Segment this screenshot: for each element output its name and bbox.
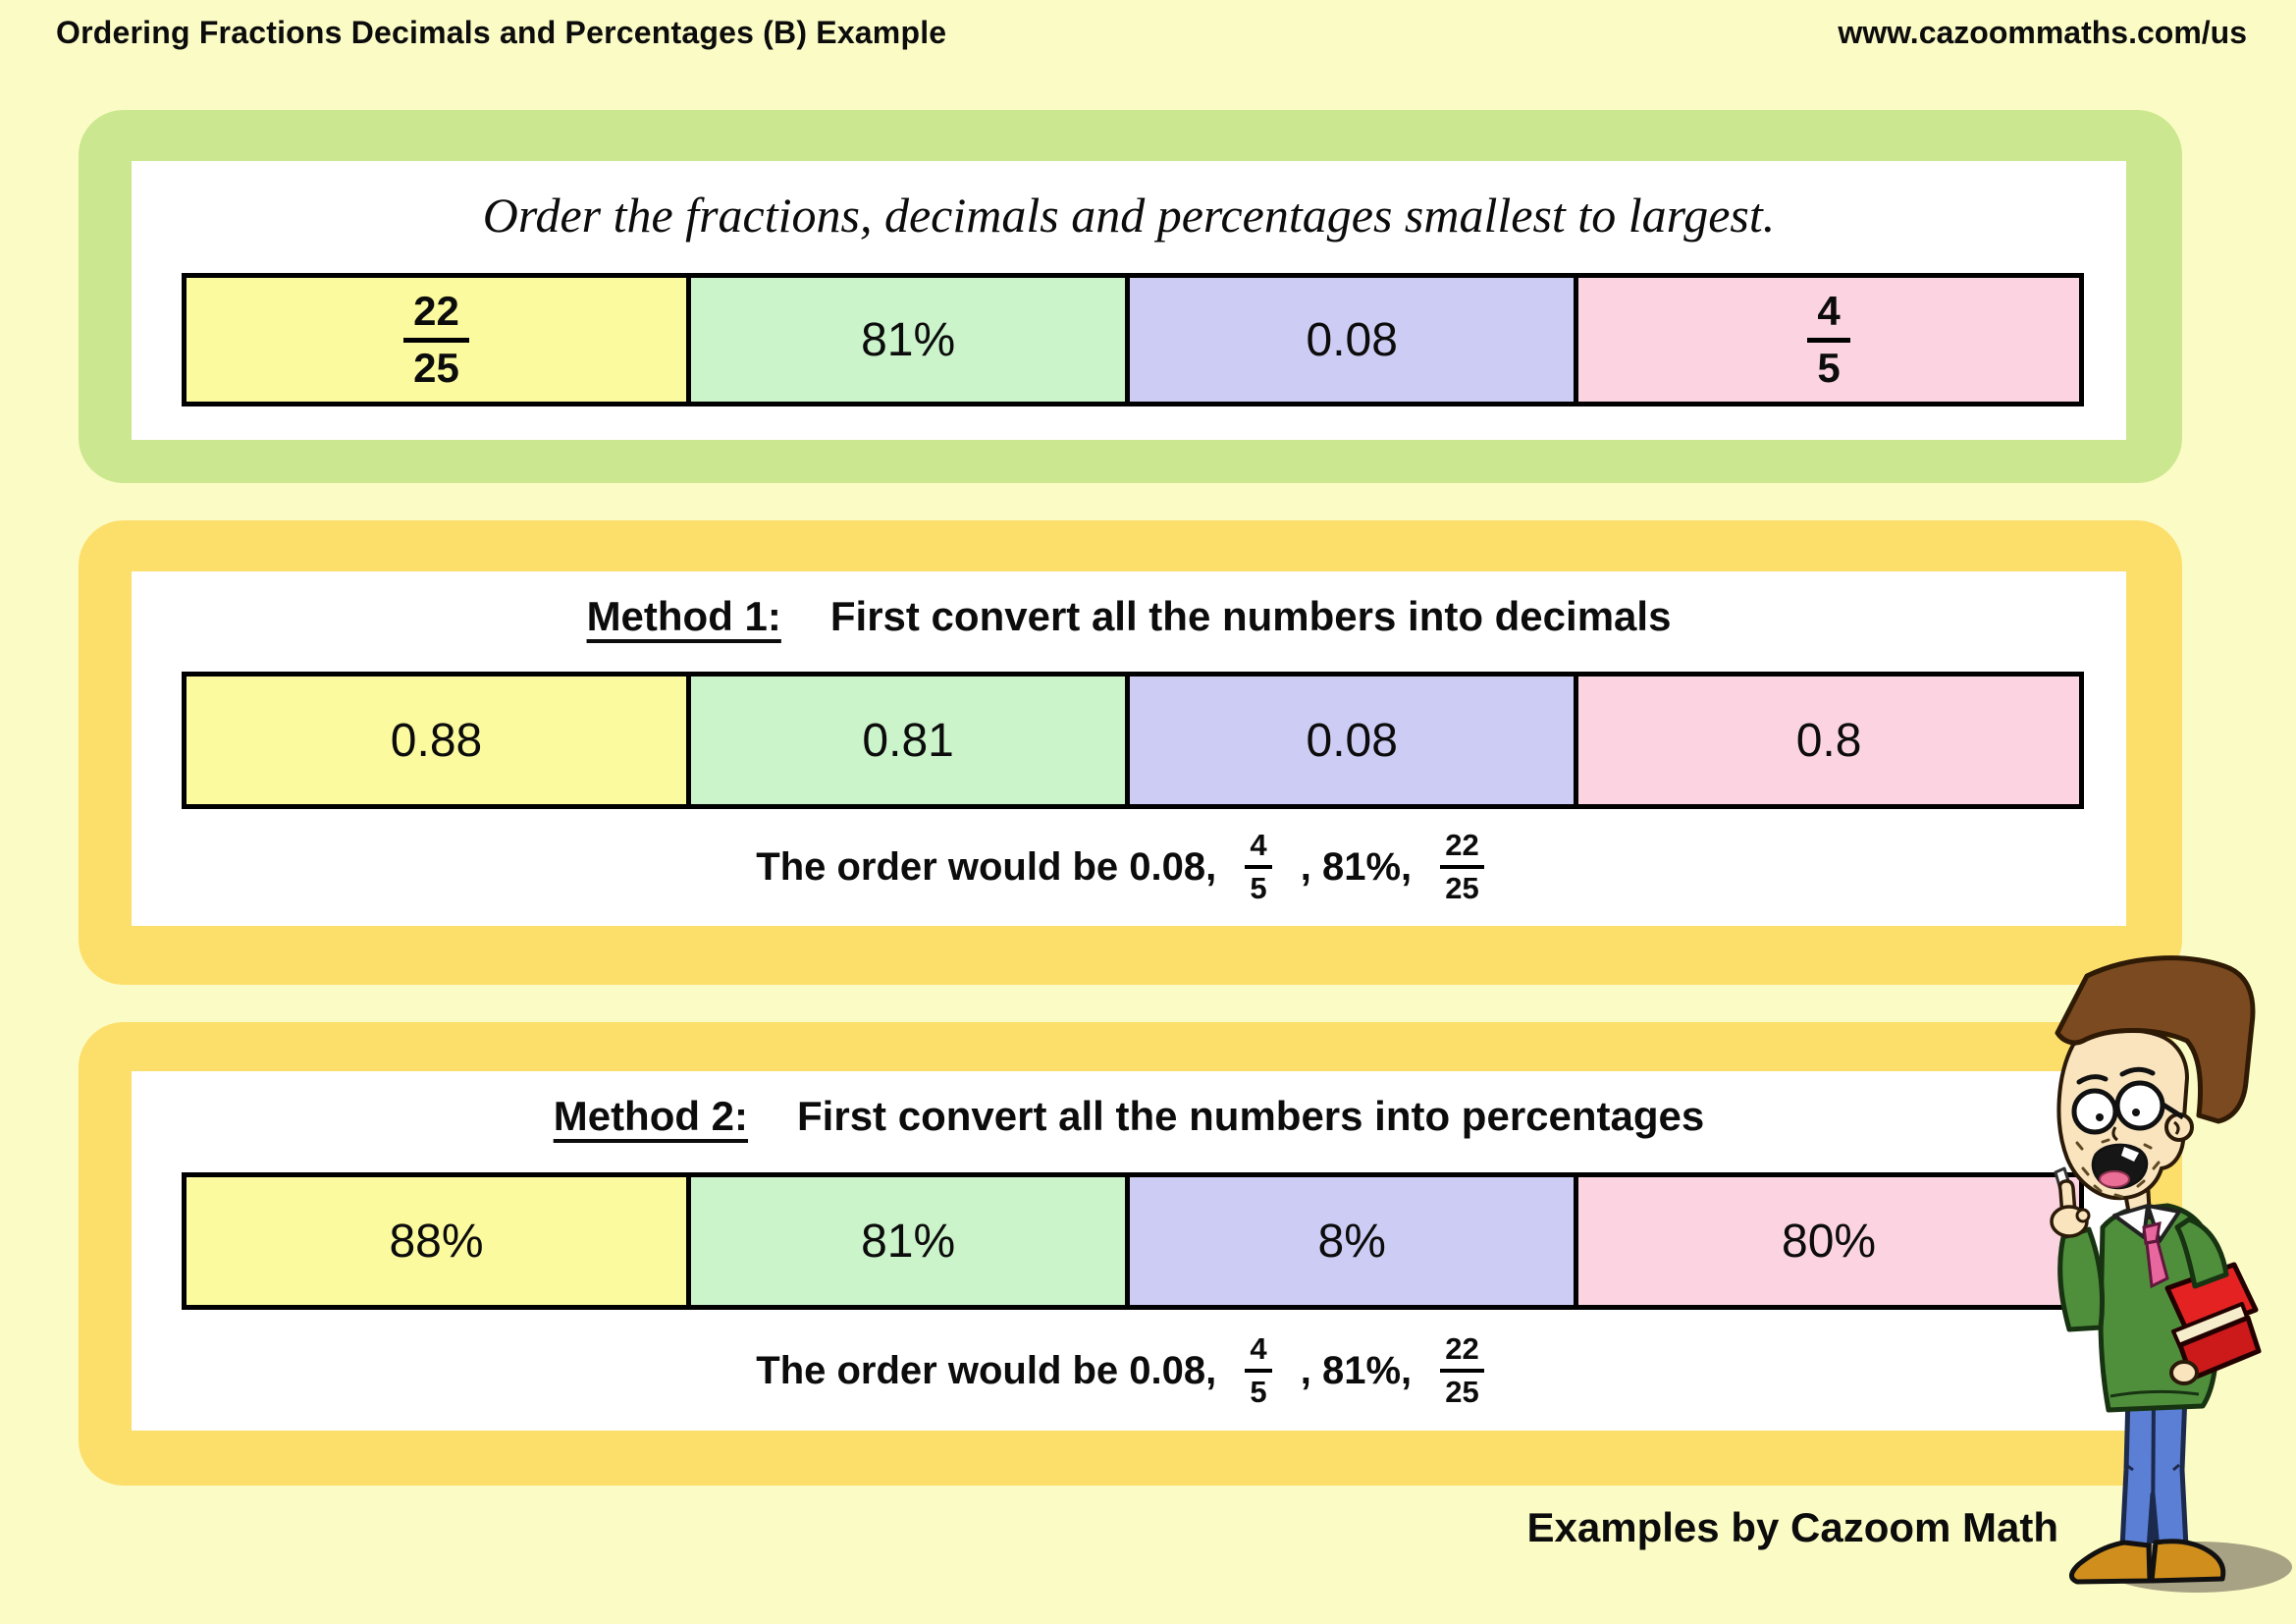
method1-cell-0-88: 0.88 (187, 677, 686, 804)
order-fraction-22-25: 22 25 (1440, 1331, 1484, 1409)
method1-label: Method 1: (586, 593, 781, 639)
method1-heading-row: Method 1: First convert all the numbers i… (132, 593, 2126, 640)
method2-order-statement: The order would be 0.08, 4 5 , 81%, 22 2… (132, 1317, 2126, 1425)
question-instruction: Order the fractions, decimals and percen… (482, 188, 1776, 243)
method2-cell-88-percent: 88% (187, 1177, 686, 1305)
method1-table: 0.88 0.81 0.08 0.8 (182, 672, 2084, 809)
order-middle: , 81%, (1289, 844, 1423, 889)
page-title: Ordering Fractions Decimals and Percenta… (56, 15, 947, 50)
method2-panel: Method 2: First convert all the numbers i… (132, 1071, 2126, 1431)
question-cell-0-08: 0.08 (1125, 278, 1575, 402)
stubble (2075, 1138, 2161, 1199)
teacher-cartoon-illustration (2050, 955, 2292, 1593)
method2-heading: First convert all the numbers into perce… (797, 1093, 1705, 1139)
method1-panel: Method 1: First convert all the numbers i… (132, 571, 2126, 926)
cell-value: 0.88 (390, 714, 483, 767)
teacher-jeans (2119, 1391, 2189, 1552)
question-table: 22 25 81% 0.08 4 5 (182, 273, 2084, 406)
order-fraction-22-25: 22 25 (1440, 828, 1484, 905)
teacher-head (2055, 955, 2256, 1201)
cell-value: 81% (861, 1215, 956, 1268)
method1-cell-0-81: 0.81 (685, 677, 1126, 804)
teacher-right-arm (2174, 1217, 2229, 1289)
teacher-shoes (2069, 1539, 2226, 1585)
cell-value: 80% (1782, 1215, 1877, 1268)
order-middle: , 81%, (1289, 1348, 1423, 1392)
question-section: Order the fractions, decimals and percen… (79, 110, 2182, 483)
order-prefix: The order would be 0.08, (756, 844, 1228, 889)
question-cell-fraction-22-25: 22 25 (187, 278, 686, 402)
method1-order-statement: The order would be 0.08, 4 5 , 81%, 22 2… (132, 813, 2126, 921)
cell-value: 0.08 (1306, 313, 1398, 366)
method2-table: 88% 81% 8% 80% (182, 1172, 2084, 1310)
method2-heading-row: Method 2: First convert all the numbers i… (132, 1093, 2126, 1140)
teacher-raised-arm (2057, 1226, 2105, 1332)
fraction-22-25: 22 25 (403, 289, 469, 390)
method2-cell-80-percent: 80% (1574, 1177, 2079, 1305)
question-panel: Order the fractions, decimals and percen… (132, 161, 2126, 440)
method1-section: Method 1: First convert all the numbers i… (79, 520, 2182, 985)
teacher-hair (2055, 955, 2256, 1124)
glasses (2071, 1080, 2185, 1135)
footer-credit: Examples by Cazoom Math (1526, 1504, 2058, 1550)
method1-cell-0-8: 0.8 (1574, 677, 2079, 804)
cell-value: 88% (389, 1215, 484, 1268)
smiling-mouth (2091, 1143, 2149, 1190)
method1-cell-0-08: 0.08 (1125, 677, 1575, 804)
method1-heading: First convert all the numbers into decim… (829, 593, 1672, 639)
method2-cell-8-percent: 8% (1125, 1177, 1575, 1305)
cell-value: 81% (861, 313, 956, 366)
cell-value: 0.8 (1795, 714, 1862, 767)
cell-value: 0.08 (1306, 714, 1398, 767)
order-prefix: The order would be 0.08, (756, 1348, 1228, 1392)
method2-section: Method 2: First convert all the numbers i… (79, 1022, 2182, 1486)
fraction-4-5: 4 5 (1807, 289, 1850, 390)
cell-value: 8% (1317, 1215, 1386, 1268)
order-fraction-4-5: 4 5 (1245, 828, 1272, 905)
cell-value: 0.81 (862, 714, 954, 767)
question-cell-81-percent: 81% (685, 278, 1126, 402)
teacher-nose (2111, 1126, 2118, 1142)
order-fraction-4-5: 4 5 (1245, 1331, 1272, 1409)
method2-cell-81-percent: 81% (685, 1177, 1126, 1305)
pointing-hand (2050, 1166, 2091, 1238)
question-cell-fraction-4-5: 4 5 (1574, 278, 2079, 402)
method2-label: Method 2: (553, 1093, 749, 1139)
site-url: www.cazoommaths.com/us (1838, 15, 2247, 50)
